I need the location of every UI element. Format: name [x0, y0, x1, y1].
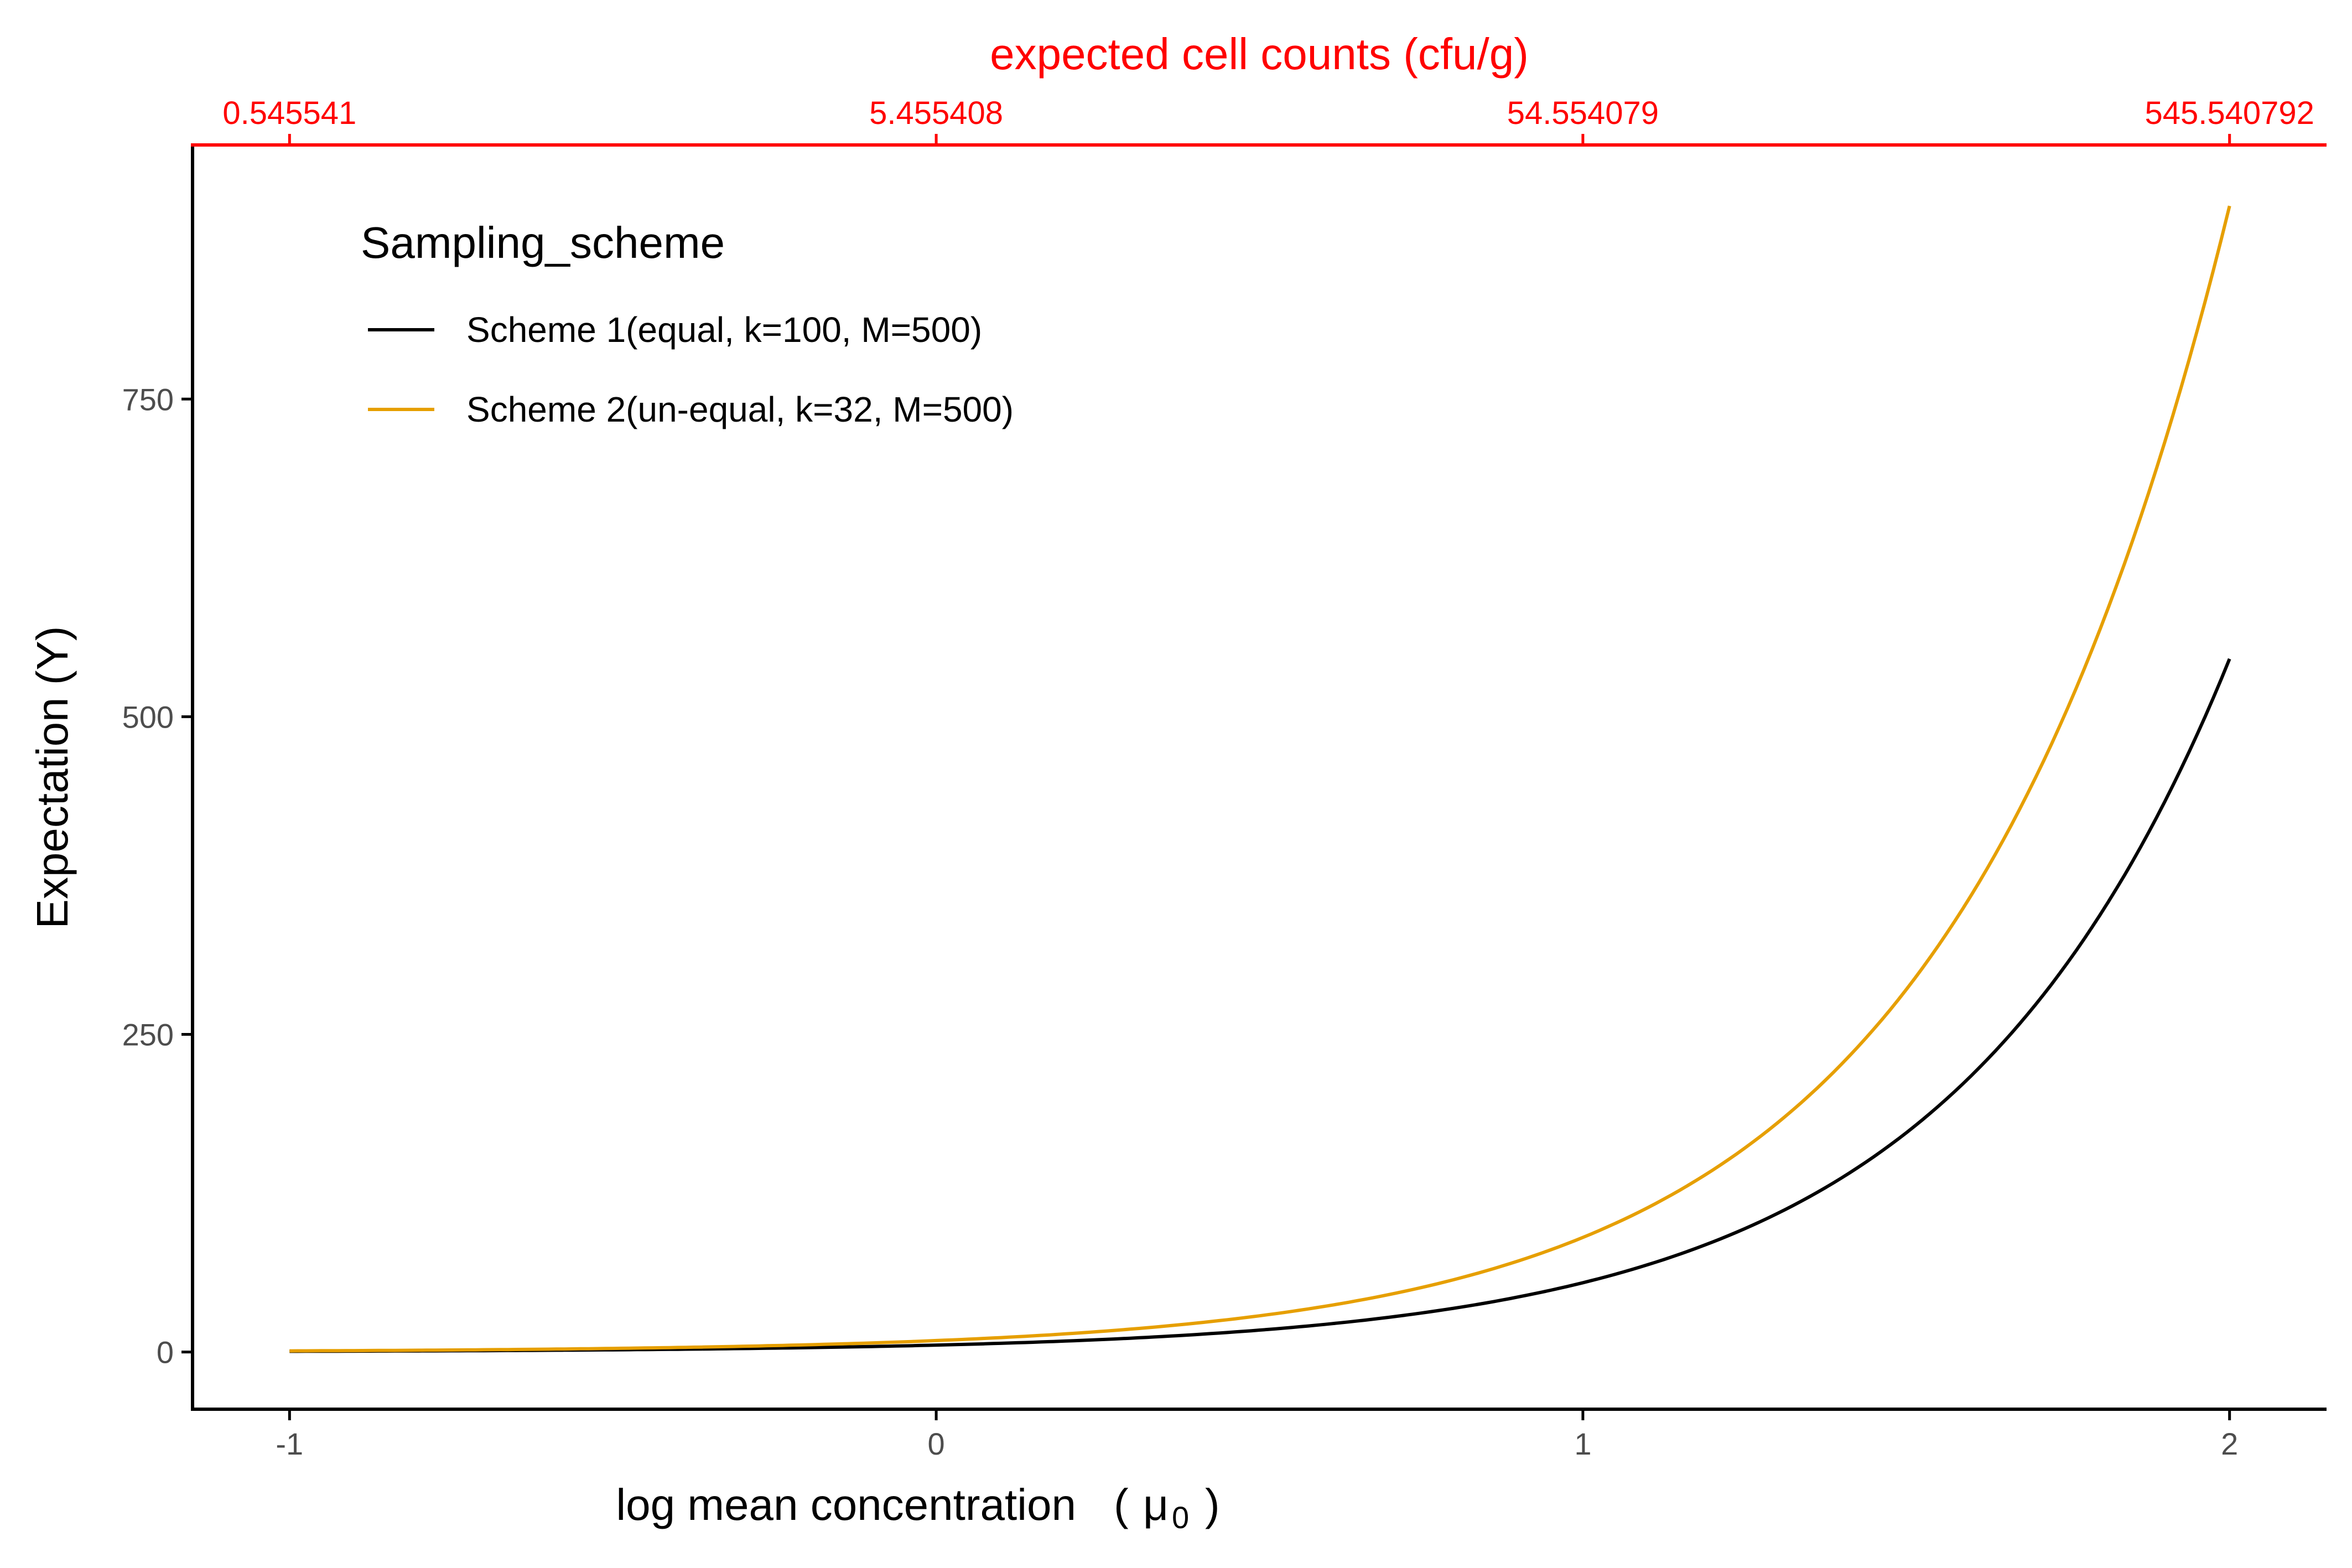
y-tick-label: 0: [157, 1335, 174, 1370]
y-tick-label: 250: [122, 1017, 174, 1052]
top-ticks: 0.545541 5.455408 54.554079 545.540792: [222, 95, 2314, 145]
x-tick-label: -1: [276, 1426, 303, 1461]
top-tick-label: 54.554079: [1507, 95, 1659, 131]
legend-label-scheme-1: Scheme 1(equal, k=100, M=500): [466, 310, 982, 350]
x-axis-symbol: μ: [1143, 1480, 1169, 1529]
y-ticks: 0 250 500 750: [122, 382, 193, 1370]
svg-text:(: (: [1114, 1480, 1129, 1529]
series-line-1: [289, 658, 2231, 1353]
y-tick-label: 500: [122, 699, 174, 734]
top-axis-title: expected cell counts (cfu/g): [990, 29, 1529, 79]
svg-text:): ): [1205, 1480, 1220, 1529]
x-axis-title-symbol: ( μ 0 ): [1114, 1480, 1220, 1535]
top-tick-label: 0.545541: [222, 95, 356, 131]
x-axis-title: log mean concentration: [616, 1480, 1076, 1529]
series-layer: [289, 205, 2231, 1353]
legend: Sampling_scheme Scheme 1(equal, k=100, M…: [361, 218, 1014, 429]
y-axis-title: Expectation (Y): [28, 626, 77, 929]
series-line-2: [289, 205, 2231, 1353]
x-tick-label: 1: [1574, 1426, 1591, 1461]
x-tick-label: 0: [928, 1426, 945, 1461]
legend-title: Sampling_scheme: [361, 218, 725, 267]
top-tick-label: 5.455408: [869, 95, 1003, 131]
y-tick-label: 750: [122, 382, 174, 417]
x-ticks: -1 0 1 2: [276, 1409, 2238, 1461]
x-tick-label: 2: [2221, 1426, 2238, 1461]
x-axis-subscript: 0: [1172, 1500, 1189, 1535]
legend-label-scheme-2: Scheme 2(un-equal, k=32, M=500): [466, 390, 1014, 429]
top-tick-label: 545.540792: [2145, 95, 2314, 131]
